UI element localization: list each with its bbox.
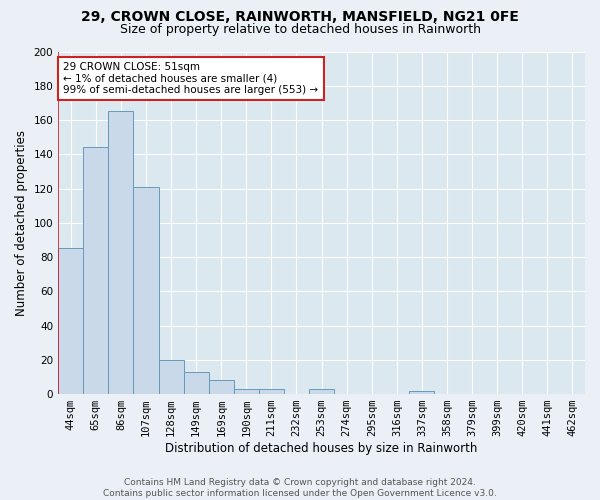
Bar [259, 389, 284, 394]
Text: 29, CROWN CLOSE, RAINWORTH, MANSFIELD, NG21 0FE: 29, CROWN CLOSE, RAINWORTH, MANSFIELD, N… [81, 10, 519, 24]
X-axis label: Distribution of detached houses by size in Rainworth: Distribution of detached houses by size … [166, 442, 478, 455]
Bar [58, 248, 83, 394]
Text: Contains HM Land Registry data © Crown copyright and database right 2024.
Contai: Contains HM Land Registry data © Crown c… [103, 478, 497, 498]
Bar [133, 187, 158, 394]
Bar [109, 112, 133, 394]
Y-axis label: Number of detached properties: Number of detached properties [15, 130, 28, 316]
Text: 29 CROWN CLOSE: 51sqm
← 1% of detached houses are smaller (4)
99% of semi-detach: 29 CROWN CLOSE: 51sqm ← 1% of detached h… [64, 62, 319, 95]
Bar [83, 148, 109, 394]
Bar [158, 360, 184, 394]
Text: Size of property relative to detached houses in Rainworth: Size of property relative to detached ho… [119, 22, 481, 36]
Bar [234, 389, 259, 394]
Bar [209, 380, 234, 394]
Bar [309, 389, 334, 394]
Bar [184, 372, 209, 394]
Bar [409, 390, 434, 394]
